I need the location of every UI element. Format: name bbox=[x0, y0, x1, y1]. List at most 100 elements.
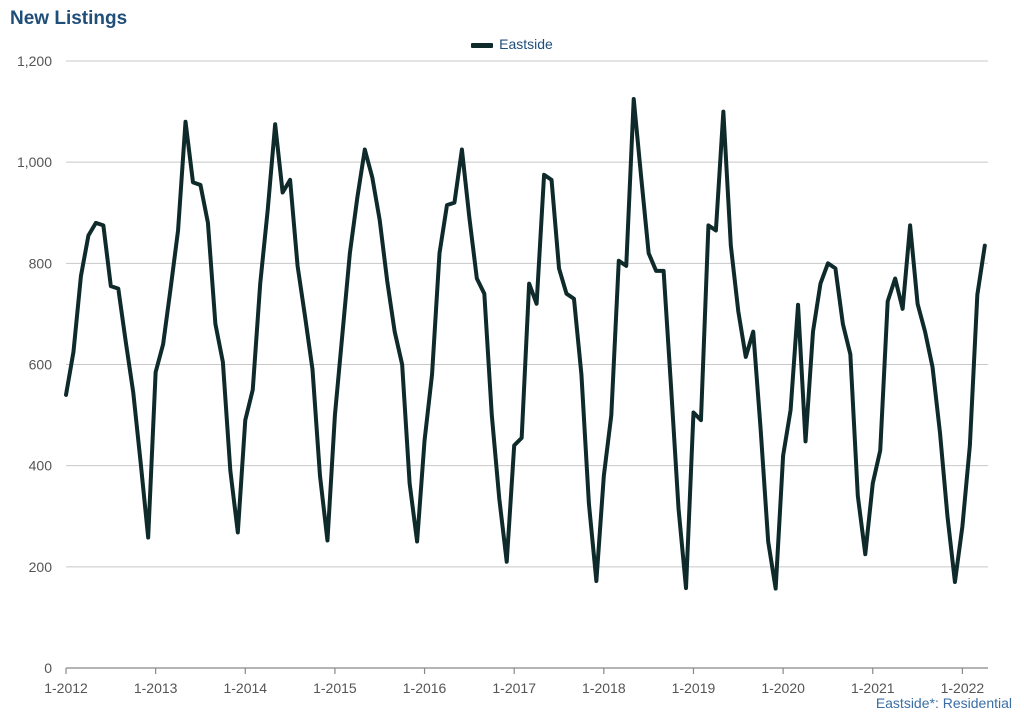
data-point bbox=[282, 192, 284, 194]
data-point bbox=[304, 315, 306, 317]
data-point bbox=[969, 444, 971, 446]
data-point bbox=[842, 323, 844, 325]
data-point bbox=[678, 508, 680, 510]
data-point bbox=[72, 351, 74, 353]
data-point bbox=[767, 541, 769, 543]
data-point bbox=[341, 333, 343, 335]
data-point bbox=[827, 262, 829, 264]
series-line-eastside bbox=[64, 96, 987, 591]
data-point bbox=[618, 260, 620, 262]
data-point bbox=[663, 270, 665, 272]
data-point bbox=[364, 149, 366, 151]
data-point bbox=[431, 374, 433, 376]
data-point bbox=[110, 285, 112, 287]
y-tick-label: 1,200 bbox=[17, 53, 52, 69]
x-tick-label: 1-2022 bbox=[941, 680, 985, 696]
data-point bbox=[155, 371, 157, 373]
data-point bbox=[185, 121, 187, 123]
y-tick-label: 800 bbox=[29, 255, 53, 271]
data-point bbox=[775, 588, 777, 590]
data-point bbox=[924, 331, 926, 333]
data-point bbox=[685, 587, 687, 589]
data-point bbox=[543, 174, 545, 176]
data-point bbox=[790, 409, 792, 411]
data-point bbox=[214, 323, 216, 325]
data-point bbox=[95, 222, 97, 224]
data-point bbox=[259, 283, 261, 285]
data-point bbox=[872, 482, 874, 484]
data-point bbox=[737, 310, 739, 312]
data-point bbox=[909, 224, 911, 226]
data-point bbox=[312, 369, 314, 371]
data-point bbox=[244, 419, 246, 421]
data-point bbox=[371, 176, 373, 178]
data-point bbox=[446, 204, 448, 206]
y-tick-label: 1,000 bbox=[17, 154, 52, 170]
data-point bbox=[588, 503, 590, 505]
x-tick-label: 1-2012 bbox=[44, 680, 88, 696]
data-point bbox=[199, 184, 201, 186]
data-point bbox=[170, 288, 172, 290]
data-point bbox=[297, 265, 299, 267]
data-point bbox=[932, 366, 934, 368]
data-point bbox=[289, 179, 291, 181]
data-point bbox=[65, 394, 67, 396]
data-point bbox=[879, 449, 881, 451]
data-point bbox=[961, 525, 963, 527]
data-point bbox=[864, 553, 866, 555]
data-point bbox=[805, 440, 807, 442]
x-tick-labels: 1-2012 1-2013 1-2014 1-2015 1-2016 1-2017 1-20… bbox=[44, 680, 984, 696]
data-point bbox=[207, 222, 209, 224]
legend-swatch bbox=[471, 42, 494, 48]
data-point bbox=[386, 280, 388, 282]
x-tick-label: 1-2019 bbox=[672, 680, 716, 696]
data-point bbox=[565, 293, 567, 295]
data-point bbox=[117, 288, 119, 290]
data-point bbox=[237, 531, 239, 533]
data-point bbox=[334, 414, 336, 416]
data-point bbox=[394, 331, 396, 333]
data-point bbox=[670, 386, 672, 388]
data-point bbox=[229, 470, 231, 472]
data-point bbox=[610, 414, 612, 416]
data-point bbox=[625, 265, 627, 267]
data-point bbox=[424, 439, 426, 441]
x-tick-label: 1-2014 bbox=[223, 680, 267, 696]
data-point bbox=[162, 343, 164, 345]
data-point bbox=[409, 482, 411, 484]
data-point bbox=[902, 308, 904, 310]
data-point bbox=[267, 209, 269, 211]
data-point bbox=[782, 455, 784, 457]
x-tick-label: 1-2018 bbox=[582, 680, 626, 696]
data-point bbox=[491, 414, 493, 416]
data-point bbox=[498, 498, 500, 500]
data-point bbox=[760, 429, 762, 431]
series-layer bbox=[64, 96, 987, 591]
data-point bbox=[640, 176, 642, 178]
data-point bbox=[655, 270, 657, 272]
y-tick-label: 200 bbox=[29, 559, 53, 575]
y-tick-labels: 0 200 400 600 800 1,000 1,200 bbox=[17, 53, 52, 676]
x-tick-label: 1-2016 bbox=[403, 680, 447, 696]
data-point bbox=[252, 389, 254, 391]
data-point bbox=[536, 303, 538, 305]
data-point bbox=[192, 181, 194, 183]
data-point bbox=[222, 361, 224, 363]
data-point bbox=[700, 419, 702, 421]
axes bbox=[65, 667, 988, 674]
data-point bbox=[326, 540, 328, 542]
y-tick-label: 400 bbox=[29, 458, 53, 474]
data-point bbox=[140, 462, 142, 464]
data-point bbox=[715, 229, 717, 231]
data-point bbox=[558, 267, 560, 269]
data-point bbox=[603, 475, 605, 477]
data-point bbox=[580, 374, 582, 376]
data-point bbox=[633, 98, 635, 100]
data-point bbox=[379, 219, 381, 221]
data-point bbox=[857, 495, 859, 497]
legend-label: Eastside bbox=[499, 36, 553, 52]
data-point bbox=[416, 541, 418, 543]
data-point bbox=[147, 537, 149, 538]
x-tick-label: 1-2013 bbox=[134, 680, 178, 696]
data-point bbox=[887, 300, 889, 302]
